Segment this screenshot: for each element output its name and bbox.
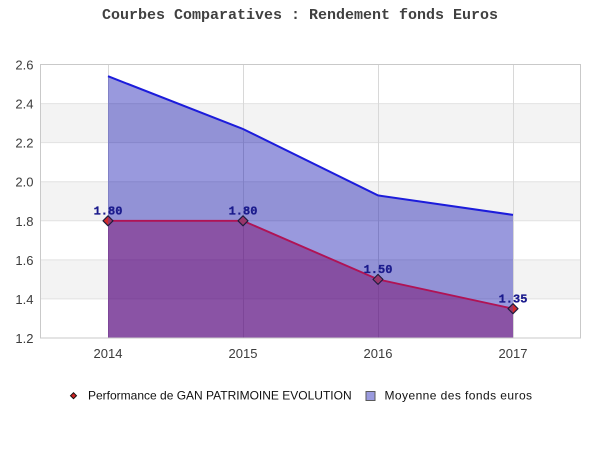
svg-text:2.4: 2.4: [15, 97, 33, 112]
svg-text:2.6: 2.6: [15, 58, 33, 73]
svg-text:2.2: 2.2: [15, 136, 33, 151]
svg-text:1.4: 1.4: [15, 292, 33, 307]
svg-text:1.50: 1.50: [364, 263, 393, 277]
svg-text:Moyenne des fonds euros: Moyenne des fonds euros: [385, 388, 533, 402]
svg-text:2014: 2014: [94, 346, 123, 361]
svg-text:2015: 2015: [229, 346, 258, 361]
svg-text:1.2: 1.2: [15, 331, 33, 346]
svg-text:1.6: 1.6: [15, 253, 33, 268]
svg-text:2017: 2017: [499, 346, 528, 361]
svg-text:2016: 2016: [364, 346, 393, 361]
svg-text:1.35: 1.35: [499, 293, 528, 307]
svg-text:1.80: 1.80: [94, 205, 123, 219]
svg-text:Performance de GAN PATRIMOINE: Performance de GAN PATRIMOINE EVOLUTION: [88, 388, 352, 402]
svg-text:2.0: 2.0: [15, 175, 33, 190]
svg-text:1.8: 1.8: [15, 214, 33, 229]
svg-text:1.80: 1.80: [229, 205, 258, 219]
